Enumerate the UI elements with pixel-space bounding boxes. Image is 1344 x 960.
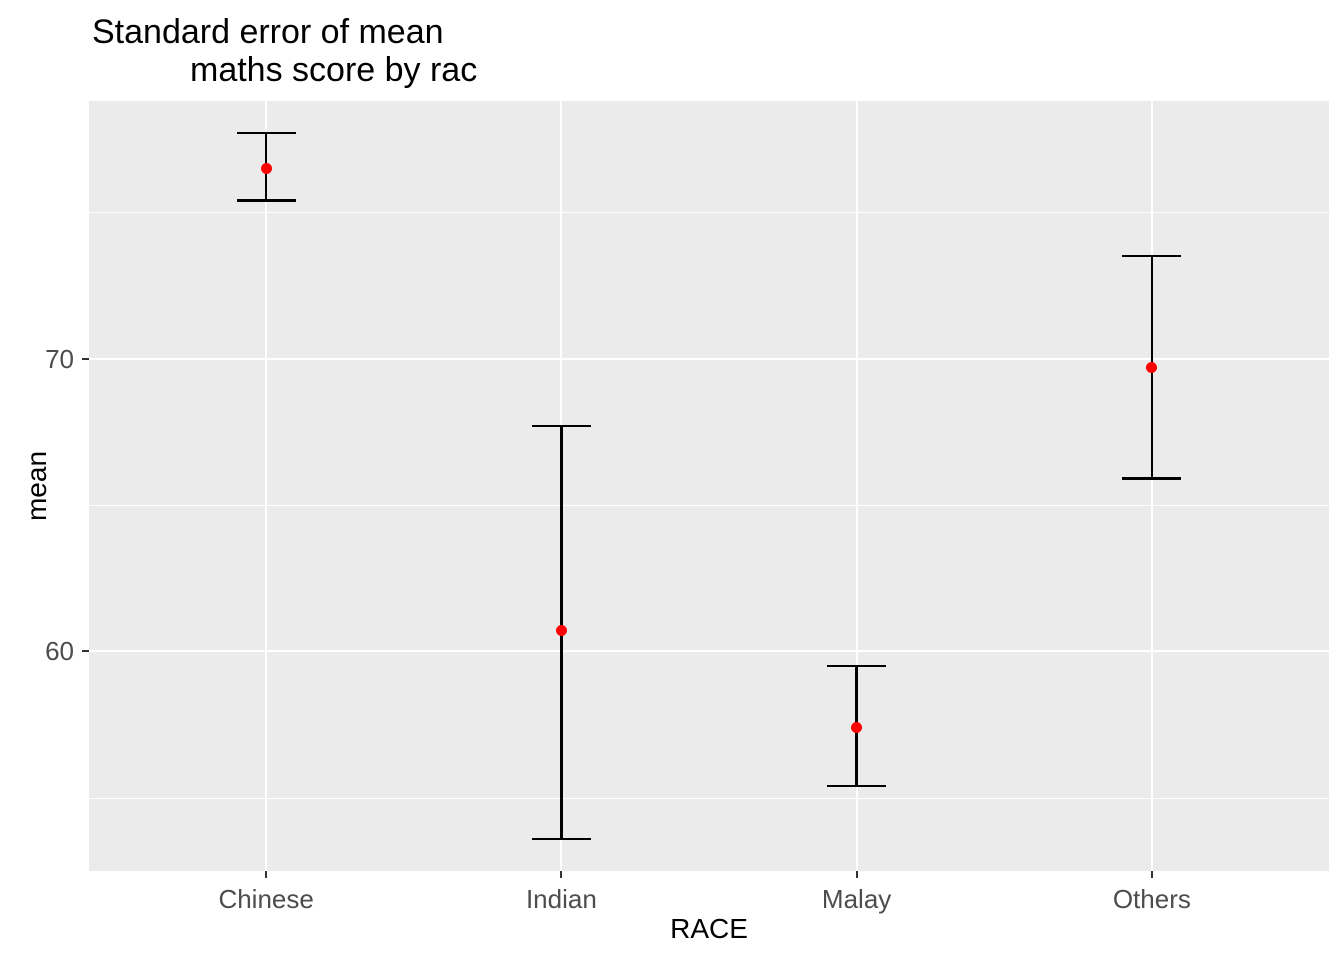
gridline-major-horizontal (89, 650, 1329, 653)
x-axis-title: RACE (670, 913, 748, 944)
plot-title-line1: Standard error of mean (92, 13, 444, 51)
errorbar-top-cap (531, 424, 591, 428)
errorbar-top-cap (1122, 254, 1182, 258)
gridline-major-vertical (855, 101, 858, 871)
errorbar-bottom-cap (236, 199, 296, 202)
mean-data-point (851, 722, 863, 734)
plot-title-line2: maths score by rac (190, 51, 478, 89)
mean-data-point (555, 625, 567, 637)
x-axis-tick-label: Indian (525, 884, 597, 914)
errorbar-bottom-cap (531, 837, 591, 841)
y-axis-tick-label: 60 (45, 636, 74, 667)
gridline-major-vertical (1150, 101, 1153, 871)
x-axis-tick-mark (560, 871, 563, 878)
gridline-minor-horizontal (89, 212, 1329, 214)
y-axis-tick-mark (82, 650, 89, 653)
gridline-major-vertical (265, 101, 268, 871)
x-axis-tick-mark (1150, 871, 1153, 878)
gridline-major-horizontal (89, 357, 1329, 360)
mean-data-point (260, 162, 272, 174)
y-axis-tick-mark (82, 357, 89, 360)
errorbar-bottom-cap (1122, 477, 1182, 480)
y-axis-tick-label: 70 (45, 343, 74, 374)
x-axis-tick-label: Others (1112, 884, 1191, 914)
gridline-minor-horizontal (89, 505, 1329, 507)
x-axis-tick-mark (265, 871, 268, 878)
gridline-minor-horizontal (89, 797, 1329, 799)
x-axis-tick-mark (855, 871, 858, 878)
y-axis-title: mean (21, 450, 52, 522)
errorbar-top-cap (827, 664, 887, 668)
x-axis-tick-label: Malay (821, 884, 892, 914)
plot-panel (89, 101, 1329, 871)
errorbar-bottom-cap (827, 784, 887, 788)
mean-data-point (1146, 361, 1158, 373)
x-axis-tick-label: Chinese (218, 884, 314, 914)
errorbar-top-cap (236, 131, 296, 135)
